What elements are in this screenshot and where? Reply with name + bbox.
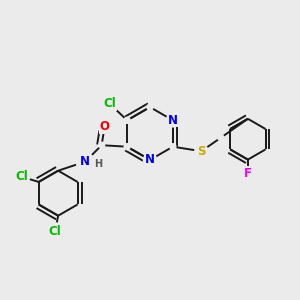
Text: Cl: Cl — [103, 97, 116, 110]
Circle shape — [242, 167, 254, 179]
Text: F: F — [244, 167, 252, 180]
Circle shape — [124, 144, 130, 150]
Text: N: N — [168, 114, 178, 127]
Text: H: H — [94, 159, 103, 169]
Text: Cl: Cl — [15, 170, 28, 183]
Text: Cl: Cl — [49, 225, 61, 238]
Circle shape — [195, 145, 208, 158]
Circle shape — [218, 135, 224, 141]
Circle shape — [76, 153, 94, 171]
Text: O: O — [100, 120, 110, 133]
Circle shape — [98, 120, 111, 133]
Circle shape — [47, 223, 64, 240]
Circle shape — [101, 95, 118, 112]
Circle shape — [143, 153, 157, 167]
Circle shape — [147, 104, 153, 110]
Circle shape — [13, 168, 30, 185]
Text: S: S — [197, 145, 206, 158]
Text: N: N — [80, 155, 90, 168]
Circle shape — [124, 117, 130, 123]
Circle shape — [170, 144, 176, 150]
Circle shape — [99, 142, 105, 148]
Circle shape — [166, 114, 179, 127]
Text: N: N — [145, 153, 155, 167]
